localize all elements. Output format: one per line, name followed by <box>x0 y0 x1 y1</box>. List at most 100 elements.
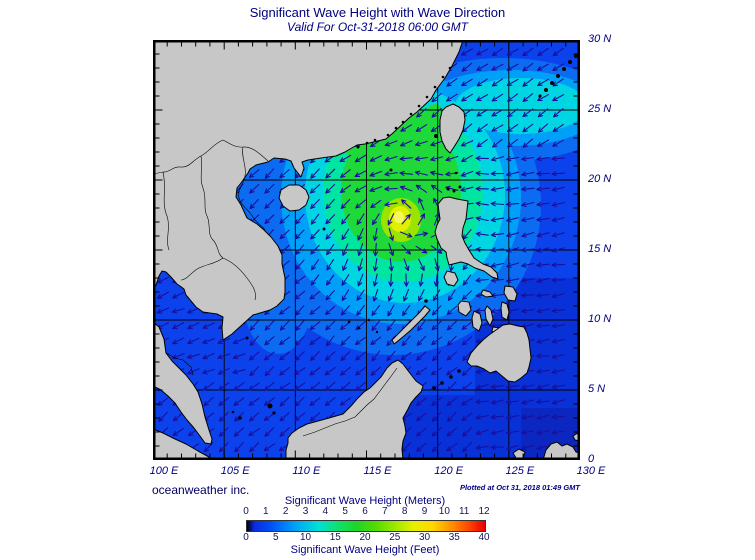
island-dot <box>538 94 542 98</box>
meters-tick: 2 <box>282 506 289 517</box>
island-dot <box>272 411 276 415</box>
island-dot <box>417 104 421 108</box>
lon-tick-label: 125 E <box>505 465 535 477</box>
island-dot <box>449 375 453 379</box>
lon-tick-label: 100 E <box>149 465 179 477</box>
meters-tick: 7 <box>382 506 388 517</box>
island-dot <box>267 403 273 409</box>
land-negros <box>471 310 483 332</box>
island-dot <box>448 66 452 70</box>
feet-tick: 10 <box>299 532 312 543</box>
island-dot <box>245 336 249 340</box>
island-dot <box>440 381 444 385</box>
land-cebu <box>484 305 494 327</box>
land-taiwan <box>439 103 466 154</box>
island-dot <box>373 138 377 142</box>
feet-tick: 5 <box>272 532 279 543</box>
island-dot <box>357 326 361 330</box>
island-dot <box>367 318 371 322</box>
colorbar <box>246 520 486 532</box>
chart-title: Significant Wave Height with Wave Direct… <box>249 5 506 20</box>
lon-tick-label: 105 E <box>220 465 250 477</box>
island-dot <box>238 416 242 420</box>
land-panay <box>457 300 472 317</box>
island-dot <box>574 54 578 58</box>
land-asia-mainland <box>153 40 464 341</box>
lat-tick-label: 5 N <box>588 383 606 395</box>
land-leyte <box>500 301 510 321</box>
meters-tick: 11 <box>458 506 470 517</box>
island-dot <box>457 369 461 373</box>
lon-tick-label: 110 E <box>292 465 321 477</box>
land-sulawesi <box>542 441 580 460</box>
island-dot <box>458 185 462 189</box>
footer-plotted-timestamp: Plotted at Oct 31, 2018 01:49 GMT <box>459 483 580 492</box>
feet-tick: 35 <box>448 532 460 543</box>
land-masses <box>153 40 580 460</box>
island-dot <box>365 141 369 145</box>
lat-tick-label: 30 N <box>588 33 612 45</box>
meters-tick: 9 <box>421 506 428 517</box>
meters-tick: 4 <box>322 506 329 517</box>
island-dot <box>425 95 429 99</box>
feet-tick: 20 <box>359 532 371 543</box>
meters-tick: 3 <box>302 506 309 517</box>
island-dot <box>347 320 351 324</box>
map-frame <box>153 40 580 460</box>
meters-tick: 6 <box>362 506 368 517</box>
island-dot <box>389 168 393 172</box>
island-dot <box>556 74 560 78</box>
island-dot <box>409 112 413 116</box>
island-dot <box>401 120 405 124</box>
legend-title-meters: Significant Wave Height (Meters) <box>284 495 446 507</box>
land-borneo <box>285 359 424 460</box>
map-canvas <box>153 40 580 460</box>
legend-title-feet: Significant Wave Height (Feet) <box>290 544 440 556</box>
feet-tick: 25 <box>389 532 401 543</box>
land-hainan <box>278 184 310 212</box>
island-dot <box>446 187 450 191</box>
feet-tick: 30 <box>418 532 431 543</box>
island-dot <box>452 189 456 193</box>
island-dot <box>394 126 398 130</box>
feet-tick: 40 <box>478 532 490 543</box>
meters-tick: 12 <box>478 506 490 517</box>
island-dot <box>434 134 438 138</box>
island-dot <box>322 227 326 231</box>
lat-tick-label: 25 N <box>588 103 612 115</box>
meters-tick: 10 <box>438 506 450 517</box>
land-mindoro <box>443 270 459 287</box>
land-masbate <box>480 289 494 298</box>
lat-tick-label: 0 <box>588 453 595 465</box>
land-sumatra <box>153 428 214 460</box>
island-dot <box>231 410 235 414</box>
land-samar <box>503 285 518 302</box>
island-dot <box>375 330 379 334</box>
meters-tick: 0 <box>243 506 249 517</box>
island-dot <box>562 67 566 71</box>
lon-tick-label: 130 E <box>576 465 606 477</box>
lat-tick-label: 15 N <box>588 243 612 255</box>
lon-tick-label: 120 E <box>434 465 464 477</box>
footer-credit: oceanweather inc. <box>152 483 250 497</box>
island-dot <box>568 60 572 64</box>
country-borders <box>153 139 398 437</box>
island-dot <box>356 145 360 149</box>
chart-subtitle: Valid For Oct-31-2018 06:00 GMT <box>287 20 468 34</box>
land-luzon <box>434 196 499 280</box>
small-islands <box>231 54 578 420</box>
lat-tick-label: 20 N <box>588 173 612 185</box>
land-islet-south <box>512 448 526 459</box>
island-dot <box>454 171 458 175</box>
meters-tick: 8 <box>401 506 408 517</box>
feet-tick: 0 <box>243 532 249 543</box>
lat-tick-label: 10 N <box>588 313 612 325</box>
land-malay-peninsula <box>153 321 213 445</box>
meters-tick: 1 <box>263 506 269 517</box>
island-dot <box>441 75 445 79</box>
land-palawan <box>391 305 431 345</box>
island-dot <box>424 299 428 303</box>
island-dot <box>550 81 554 85</box>
feet-tick: 15 <box>329 532 341 543</box>
